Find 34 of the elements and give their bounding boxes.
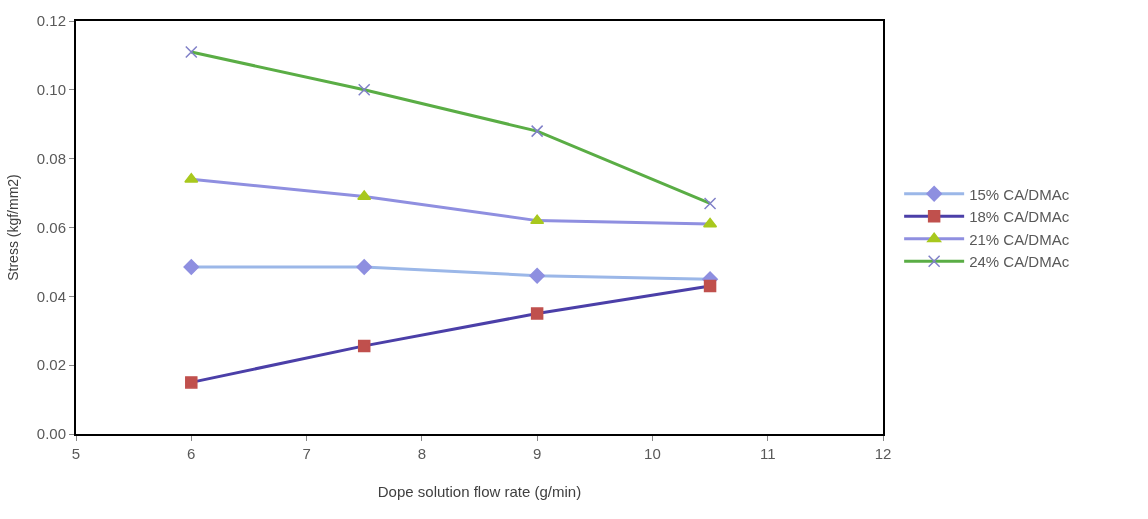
point <box>703 279 717 293</box>
point <box>703 197 717 210</box>
legend-label: 18% CA/DMAc <box>969 208 1070 226</box>
point <box>183 259 200 275</box>
y-tick-label: 0.02 <box>36 356 66 374</box>
point <box>529 267 546 284</box>
y-tick-label: 0.04 <box>36 287 66 305</box>
point <box>357 339 371 353</box>
legend-label: 21% CA/DMAc <box>969 230 1070 248</box>
legend-label: 15% CA/DMAc <box>969 185 1070 203</box>
x-tick-label: 9 <box>532 445 542 462</box>
point <box>357 190 372 201</box>
x-tick-label: 6 <box>187 445 196 462</box>
y-axis-title: Stress (kgf/mm2) <box>4 174 21 281</box>
y-tick-label: 0.10 <box>36 81 66 99</box>
x-tick-label: 5 <box>71 445 81 462</box>
x-tick-label: 8 <box>417 445 427 462</box>
point <box>530 214 545 225</box>
y-tick-label: 0.12 <box>36 12 66 30</box>
point <box>356 259 373 275</box>
x-tick-label: 11 <box>759 445 776 462</box>
point <box>185 376 198 389</box>
legend-label: 24% CA/DMAc <box>969 253 1070 271</box>
x-tick-label: 7 <box>302 445 311 462</box>
x-tick-label: 10 <box>644 445 661 462</box>
point <box>185 45 198 59</box>
point <box>530 307 544 320</box>
x-axis-title: Dope solution flow rate (g/min) <box>377 482 582 500</box>
y-tick-label: 0.00 <box>36 425 66 443</box>
y-tick-label: 0.08 <box>36 149 66 167</box>
y-tick-label: 0.06 <box>36 218 66 236</box>
point <box>530 124 544 138</box>
x-tick-label: 12 <box>874 445 892 462</box>
point <box>357 83 371 97</box>
